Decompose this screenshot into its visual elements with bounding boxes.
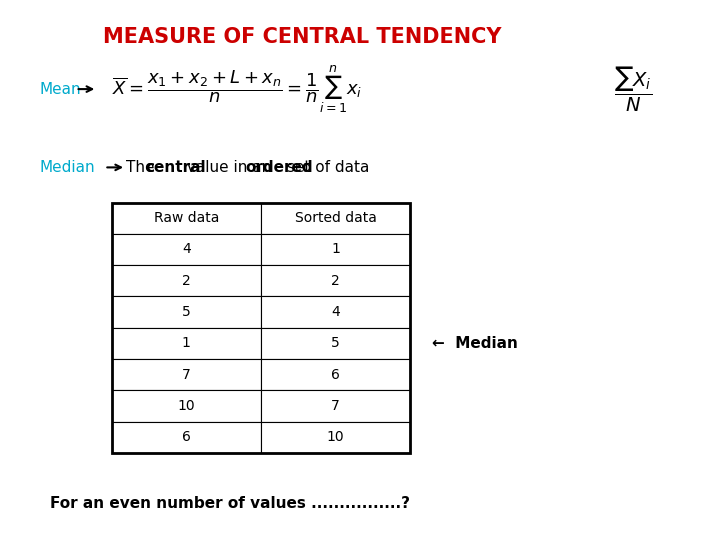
Text: 1: 1 bbox=[331, 242, 340, 256]
FancyBboxPatch shape bbox=[112, 390, 261, 422]
Text: 4: 4 bbox=[182, 242, 191, 256]
Text: 6: 6 bbox=[331, 368, 340, 382]
Text: The: The bbox=[126, 160, 159, 175]
Text: 10: 10 bbox=[327, 430, 344, 444]
FancyBboxPatch shape bbox=[112, 359, 261, 390]
Text: 6: 6 bbox=[182, 430, 191, 444]
FancyBboxPatch shape bbox=[112, 234, 261, 265]
Text: $\dfrac{\sum X_i}{N}$: $\dfrac{\sum X_i}{N}$ bbox=[614, 65, 653, 113]
FancyBboxPatch shape bbox=[112, 265, 261, 296]
Text: 1: 1 bbox=[182, 336, 191, 350]
FancyBboxPatch shape bbox=[261, 390, 410, 422]
Text: 5: 5 bbox=[331, 336, 340, 350]
Text: ←  Median: ← Median bbox=[432, 336, 518, 351]
Text: value in an: value in an bbox=[182, 160, 276, 175]
FancyBboxPatch shape bbox=[261, 234, 410, 265]
FancyBboxPatch shape bbox=[112, 422, 261, 453]
Text: ordered: ordered bbox=[246, 160, 313, 175]
Text: 10: 10 bbox=[178, 399, 195, 413]
Text: For an even number of values ................?: For an even number of values ...........… bbox=[50, 496, 410, 511]
Text: 2: 2 bbox=[331, 274, 340, 288]
Text: 2: 2 bbox=[182, 274, 191, 288]
Text: 7: 7 bbox=[182, 368, 191, 382]
FancyBboxPatch shape bbox=[112, 296, 261, 328]
Text: 4: 4 bbox=[331, 305, 340, 319]
FancyBboxPatch shape bbox=[261, 202, 410, 234]
Text: central: central bbox=[145, 160, 206, 175]
FancyBboxPatch shape bbox=[112, 202, 261, 234]
FancyBboxPatch shape bbox=[112, 328, 261, 359]
Text: Mean: Mean bbox=[40, 82, 81, 97]
Text: Median: Median bbox=[40, 160, 95, 175]
Text: $\overline{X} = \dfrac{x_1 + x_2 + L + x_n}{n} = \dfrac{1}{n}\sum_{i=1}^{n} x_i$: $\overline{X} = \dfrac{x_1 + x_2 + L + x… bbox=[112, 63, 361, 115]
FancyBboxPatch shape bbox=[261, 422, 410, 453]
Text: Sorted data: Sorted data bbox=[294, 211, 377, 225]
Text: 5: 5 bbox=[182, 305, 191, 319]
Text: 7: 7 bbox=[331, 399, 340, 413]
Text: Raw data: Raw data bbox=[153, 211, 219, 225]
FancyBboxPatch shape bbox=[261, 328, 410, 359]
FancyBboxPatch shape bbox=[261, 296, 410, 328]
FancyBboxPatch shape bbox=[261, 265, 410, 296]
FancyBboxPatch shape bbox=[261, 359, 410, 390]
Text: MEASURE OF CENTRAL TENDENCY: MEASURE OF CENTRAL TENDENCY bbox=[103, 27, 502, 47]
Text: set of data: set of data bbox=[282, 160, 369, 175]
